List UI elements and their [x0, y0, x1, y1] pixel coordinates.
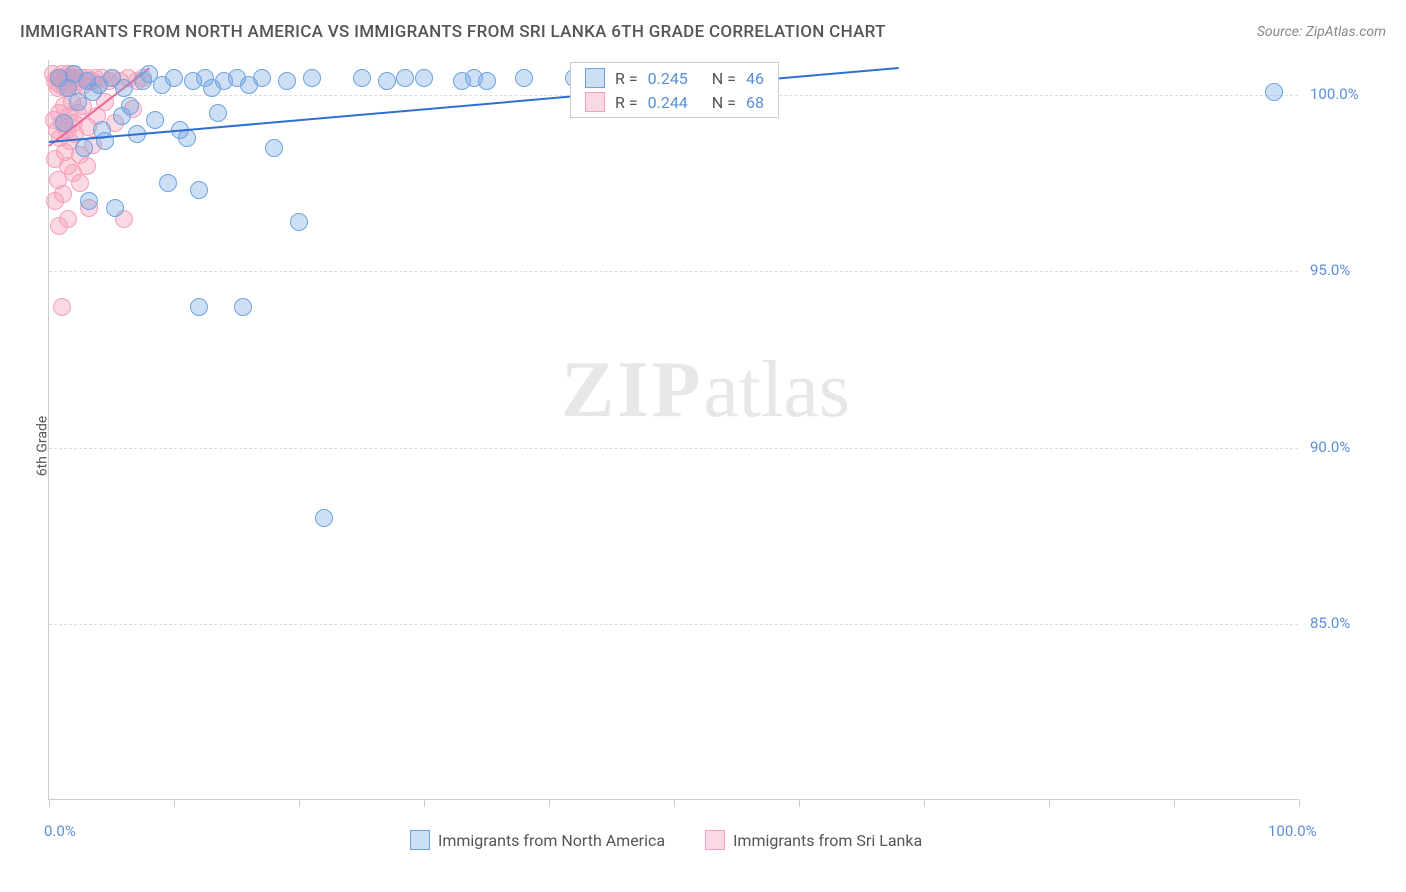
data-point-na — [253, 69, 271, 87]
data-point-na — [303, 69, 321, 87]
legend-swatch-na — [410, 830, 430, 850]
x-tick — [49, 799, 50, 807]
x-tick — [799, 799, 800, 807]
y-tick-label: 90.0% — [1310, 438, 1350, 456]
legend-r-sl: 0.244 — [648, 93, 688, 112]
data-point-na — [396, 69, 414, 87]
watermark-atlas: atlas — [703, 346, 850, 434]
grid-line — [49, 624, 1298, 625]
x-tick — [674, 799, 675, 807]
grid-line — [49, 271, 1298, 272]
data-point-na — [209, 104, 227, 122]
chart-source: Source: ZipAtlas.com — [1257, 24, 1386, 40]
x-tick — [424, 799, 425, 807]
data-point-sl — [59, 157, 77, 175]
data-point-sl — [50, 217, 68, 235]
watermark: ZIPatlas — [561, 345, 850, 436]
data-point-na — [106, 199, 124, 217]
legend-item-na: Immigrants from North America — [410, 830, 665, 850]
data-point-sl — [71, 174, 89, 192]
data-point-sl — [46, 192, 64, 210]
legend-r-label: R = — [615, 69, 638, 88]
data-point-na — [234, 298, 252, 316]
legend-swatch-sl — [705, 830, 725, 850]
data-point-na — [146, 111, 164, 129]
legend-n-na: 46 — [746, 69, 764, 88]
legend-r-na: 0.245 — [648, 69, 688, 88]
data-point-na — [190, 181, 208, 199]
data-point-na — [353, 69, 371, 87]
grid-line — [49, 448, 1298, 449]
legend-n-label: N = — [712, 69, 736, 88]
y-tick-label: 95.0% — [1310, 261, 1350, 279]
x-tick — [174, 799, 175, 807]
legend-n-label: N = — [712, 93, 736, 112]
x-tick — [299, 799, 300, 807]
data-point-na — [315, 509, 333, 527]
legend-series: Immigrants from North America Immigrants… — [410, 830, 922, 850]
data-point-na — [75, 139, 93, 157]
data-point-na — [115, 79, 133, 97]
data-point-na — [1265, 83, 1283, 101]
chart-header: IMMIGRANTS FROM NORTH AMERICA VS IMMIGRA… — [20, 22, 1386, 42]
legend-r-label: R = — [615, 93, 638, 112]
data-point-na — [159, 174, 177, 192]
data-point-na — [265, 139, 283, 157]
data-point-na — [80, 192, 98, 210]
x-tick-label-min: 0.0% — [44, 822, 76, 840]
data-point-sl — [53, 298, 71, 316]
legend-label-na: Immigrants from North America — [438, 831, 665, 850]
x-tick — [549, 799, 550, 807]
plot-area: ZIPatlas — [48, 60, 1298, 800]
y-tick-label: 100.0% — [1310, 85, 1359, 103]
legend-row-na: R = 0.245 N = 46 — [571, 66, 778, 90]
legend-row-sl: R = 0.244 N = 68 — [571, 90, 778, 114]
legend-swatch-sl — [585, 92, 605, 112]
data-point-na — [165, 69, 183, 87]
data-point-na — [478, 72, 496, 90]
legend-correlation-box: R = 0.245 N = 46 R = 0.244 N = 68 — [570, 62, 779, 118]
data-point-na — [290, 213, 308, 231]
data-point-na — [515, 69, 533, 87]
data-point-na — [415, 69, 433, 87]
data-point-sl — [78, 157, 96, 175]
x-tick — [1174, 799, 1175, 807]
data-point-na — [378, 72, 396, 90]
x-tick — [1299, 799, 1300, 807]
legend-n-sl: 68 — [746, 93, 764, 112]
x-tick-label-max: 100.0% — [1268, 822, 1317, 840]
chart-title: IMMIGRANTS FROM NORTH AMERICA VS IMMIGRA… — [20, 22, 886, 42]
data-point-na — [121, 97, 139, 115]
legend-swatch-na — [585, 68, 605, 88]
watermark-zip: ZIP — [561, 346, 703, 434]
x-tick — [924, 799, 925, 807]
data-point-na — [278, 72, 296, 90]
legend-item-sl: Immigrants from Sri Lanka — [705, 830, 922, 850]
x-tick — [1049, 799, 1050, 807]
data-point-na — [190, 298, 208, 316]
legend-label-sl: Immigrants from Sri Lanka — [733, 831, 922, 850]
y-tick-label: 85.0% — [1310, 614, 1350, 632]
data-point-na — [55, 114, 73, 132]
